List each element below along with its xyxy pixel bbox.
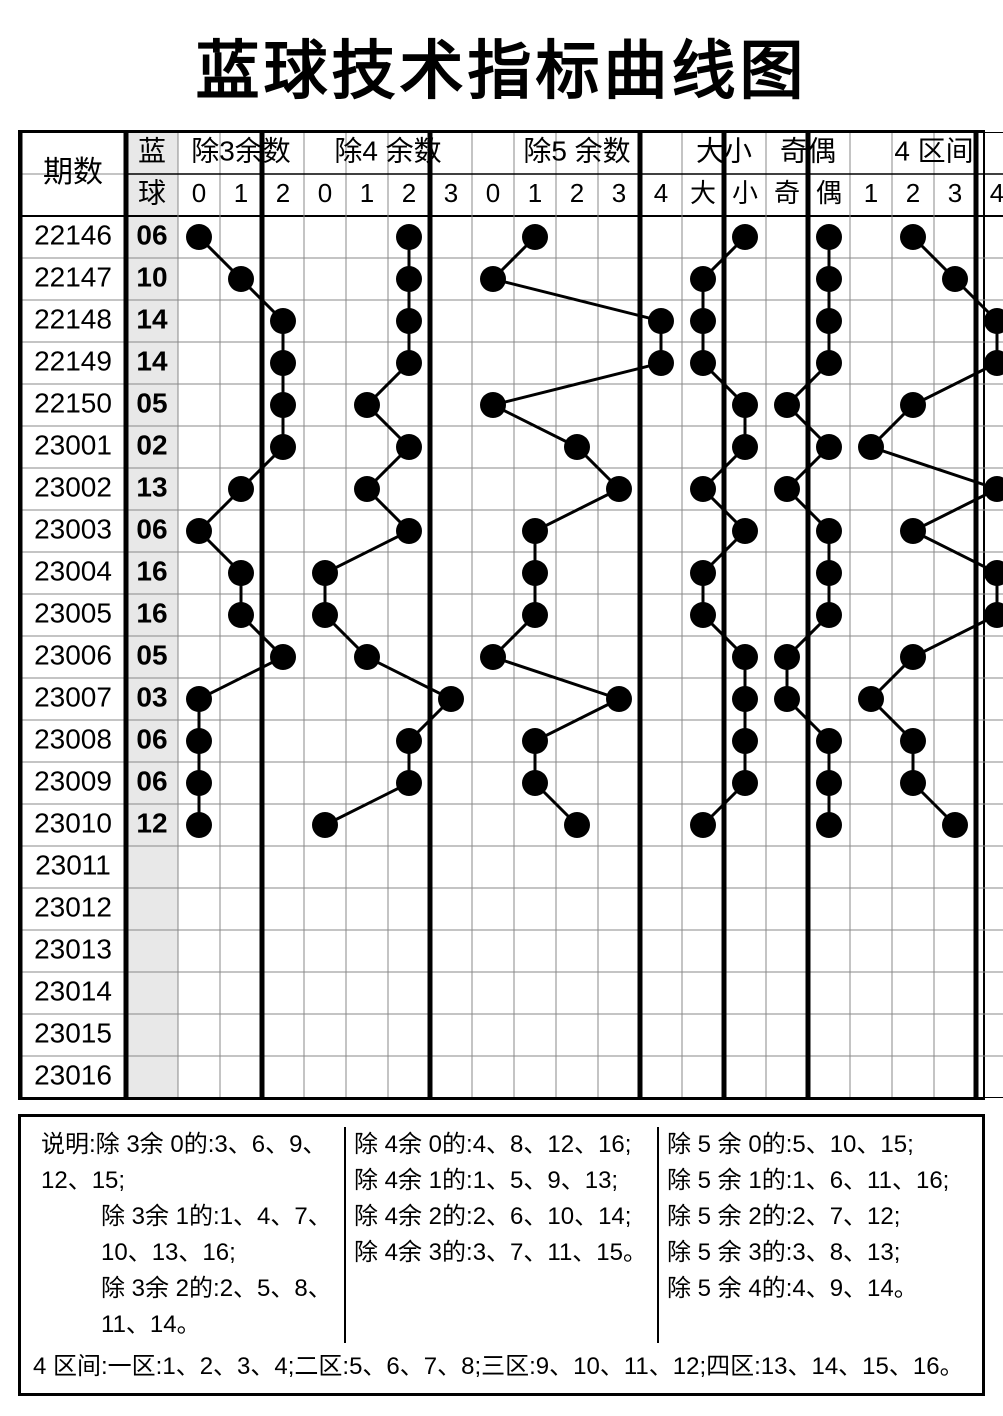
svg-text:23010: 23010 [34,807,112,838]
svg-text:小: 小 [732,178,758,208]
svg-text:12: 12 [136,807,167,838]
svg-text:23015: 23015 [34,1017,112,1048]
svg-text:05: 05 [136,387,167,418]
svg-text:1: 1 [234,178,248,208]
svg-text:3: 3 [612,178,626,208]
svg-text:22147: 22147 [34,261,112,292]
svg-text:除4 余数: 除4 余数 [334,135,441,166]
svg-text:期数: 期数 [43,156,103,189]
svg-text:16: 16 [136,597,167,628]
svg-text:06: 06 [136,723,167,754]
svg-text:蓝: 蓝 [138,135,166,166]
svg-text:06: 06 [136,219,167,250]
svg-text:02: 02 [136,429,167,460]
svg-text:23012: 23012 [34,891,112,922]
svg-text:2: 2 [906,178,920,208]
svg-text:除3余数: 除3余数 [191,135,291,166]
svg-text:3: 3 [948,178,962,208]
chart-container: 期数蓝球除3余数012除4 余数0123除5 余数01234大小大小奇偶奇偶4 … [18,130,985,1100]
svg-text:05: 05 [136,639,167,670]
svg-text:16: 16 [136,555,167,586]
svg-text:13: 13 [136,471,167,502]
svg-text:23011: 23011 [35,849,111,880]
svg-text:4: 4 [654,178,668,208]
svg-text:0: 0 [486,178,500,208]
svg-text:14: 14 [136,345,168,376]
svg-text:22149: 22149 [34,345,112,376]
svg-text:03: 03 [136,681,167,712]
svg-text:14: 14 [136,303,168,334]
page-title: 蓝球技术指标曲线图 [18,20,985,112]
svg-text:大小: 大小 [696,135,752,166]
svg-text:23001: 23001 [34,429,112,460]
svg-text:2: 2 [570,178,584,208]
svg-text:奇: 奇 [774,178,800,208]
explain-box: 说明:除 3余 0的:3、6、9、12、15; 除 3余 1的:1、4、7、10… [18,1114,985,1396]
svg-text:1: 1 [528,178,542,208]
svg-text:23014: 23014 [34,975,112,1006]
svg-text:1: 1 [864,178,878,208]
explain-col-1: 说明:除 3余 0的:3、6、9、12、15; 除 3余 1的:1、4、7、10… [33,1127,346,1343]
svg-text:23005: 23005 [34,597,112,628]
svg-text:06: 06 [136,765,167,796]
svg-text:奇偶: 奇偶 [780,135,836,166]
explain-columns: 说明:除 3余 0的:3、6、9、12、15; 除 3余 1的:1、4、7、10… [33,1127,970,1343]
svg-text:23007: 23007 [34,681,112,712]
svg-text:23002: 23002 [34,471,112,502]
explain-label: 说明: [41,1131,96,1158]
svg-text:1: 1 [360,178,374,208]
svg-text:23004: 23004 [34,555,112,586]
svg-text:除5 余数: 除5 余数 [523,135,630,166]
svg-text:23006: 23006 [34,639,112,670]
svg-text:大: 大 [690,178,716,208]
svg-text:3: 3 [444,178,458,208]
svg-text:22148: 22148 [34,303,112,334]
explain-bottom: 4 区间:一区:1、2、3、4;二区:5、6、7、8;三区:9、10、11、12… [33,1343,970,1385]
svg-text:4: 4 [990,178,1003,208]
svg-text:2: 2 [276,178,290,208]
svg-text:2: 2 [402,178,416,208]
svg-text:23016: 23016 [34,1059,112,1090]
svg-text:06: 06 [136,513,167,544]
chart-svg: 期数蓝球除3余数012除4 余数0123除5 余数01234大小大小奇偶奇偶4 … [20,132,1003,1098]
svg-text:23008: 23008 [34,723,112,754]
explain-col-2: 除 4余 0的:4、8、12、16; 除 4余 1的:1、5、9、13; 除 4… [346,1127,659,1343]
svg-text:22150: 22150 [34,387,112,418]
svg-text:球: 球 [138,177,166,208]
svg-text:23003: 23003 [34,513,112,544]
svg-text:4 区间: 4 区间 [894,135,973,166]
svg-text:23009: 23009 [34,765,112,796]
svg-text:偶: 偶 [816,178,842,208]
svg-text:22146: 22146 [34,219,112,250]
explain-col-3: 除 5 余 0的:5、10、15; 除 5 余 1的:1、6、11、16; 除 … [659,1127,970,1343]
svg-text:0: 0 [318,178,332,208]
svg-text:0: 0 [192,178,206,208]
svg-text:10: 10 [136,261,167,292]
svg-text:23013: 23013 [34,933,112,964]
